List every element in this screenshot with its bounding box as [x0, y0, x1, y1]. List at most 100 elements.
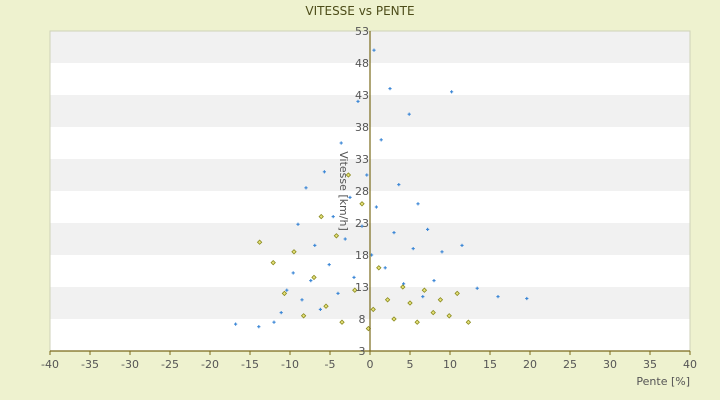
data-point	[397, 183, 401, 187]
data-point	[333, 233, 340, 239]
data-points	[234, 48, 529, 332]
y-axis-title: Vitesse [km/h]	[337, 151, 350, 231]
data-point	[348, 195, 352, 199]
data-point	[426, 227, 430, 231]
x-axis-title: Pente [%]	[636, 375, 690, 388]
data-point	[296, 222, 300, 226]
data-point	[281, 290, 288, 297]
data-point	[331, 215, 335, 219]
data-point	[352, 275, 356, 279]
data-point	[446, 313, 452, 319]
x-tick-label: -10	[281, 358, 299, 371]
data-point	[300, 313, 307, 319]
data-point	[372, 48, 376, 52]
data-point	[391, 316, 397, 322]
data-point	[383, 266, 387, 270]
y-tick-label: 33	[355, 153, 369, 166]
data-point	[402, 282, 406, 286]
data-point	[407, 300, 413, 306]
data-point	[440, 250, 444, 254]
x-tick-label: -30	[121, 358, 139, 371]
data-point	[345, 172, 352, 178]
x-tick-label: -25	[161, 358, 179, 371]
data-point	[454, 290, 460, 297]
x-tick-label: -20	[201, 358, 219, 371]
data-point	[525, 296, 529, 301]
data-point	[460, 243, 464, 247]
x-tick-label: 0	[367, 358, 374, 371]
data-point	[414, 319, 420, 325]
y-tick-label: 3	[359, 345, 366, 358]
data-point	[291, 271, 295, 275]
data-point	[323, 303, 329, 309]
data-point	[279, 311, 283, 315]
data-point	[365, 173, 369, 177]
x-tick-label: -35	[81, 358, 99, 371]
y-tick-label: 28	[355, 185, 369, 198]
data-point	[291, 249, 297, 255]
data-point	[343, 237, 347, 241]
y-tick-label: 18	[355, 249, 369, 262]
data-point	[370, 306, 376, 313]
data-point	[339, 141, 343, 145]
data-point	[407, 112, 411, 116]
data-point	[450, 90, 454, 94]
x-tick-label: -40	[41, 358, 59, 371]
x-tick-label: 5	[407, 358, 414, 371]
data-point	[411, 247, 415, 251]
data-point	[376, 265, 382, 271]
data-point	[421, 287, 428, 293]
x-tick-label: 40	[683, 358, 697, 371]
data-point	[257, 325, 261, 329]
data-point	[437, 297, 444, 303]
y-tick-label: 13	[355, 281, 369, 294]
y-tick-label: 53	[355, 25, 369, 38]
data-point	[339, 319, 345, 325]
x-tick-label: 15	[483, 358, 497, 371]
data-point	[270, 259, 276, 266]
data-point	[360, 224, 364, 228]
data-point	[336, 291, 340, 295]
data-point	[388, 87, 392, 91]
data-point	[392, 231, 396, 235]
y-tick-label: 38	[355, 121, 369, 134]
data-point	[322, 170, 326, 174]
x-tick-label: 35	[643, 358, 657, 371]
data-point	[379, 138, 383, 142]
data-point	[496, 295, 500, 299]
y-tick-label: 8	[359, 313, 366, 326]
data-point	[313, 243, 317, 247]
data-point	[430, 309, 436, 316]
data-point	[309, 279, 313, 283]
data-point	[374, 205, 378, 209]
y-tick-label: 43	[355, 89, 369, 102]
data-point	[352, 287, 358, 293]
chart-title: VITESSE vs PENTE	[305, 4, 414, 18]
data-point	[359, 201, 365, 207]
x-tick-label: -5	[325, 358, 336, 371]
data-point	[432, 279, 436, 283]
data-point	[416, 202, 420, 206]
y-tick-label: 48	[355, 57, 369, 70]
data-point	[256, 239, 263, 245]
x-tick-label: 10	[443, 358, 457, 371]
data-point	[318, 213, 324, 220]
data-point	[400, 284, 406, 290]
data-point	[465, 319, 472, 325]
data-point	[300, 298, 304, 302]
data-point	[304, 186, 308, 190]
x-tick-label: 30	[603, 358, 617, 371]
x-tick-label: 25	[563, 358, 577, 371]
x-tick-label: 20	[523, 358, 537, 371]
data-point	[311, 274, 317, 281]
x-axis-ticks: -40 -35 -30 -25 -20 -15 -10 -5 0 5 10 15 20 25 30 35 40	[41, 351, 697, 371]
data-point	[384, 297, 391, 303]
data-point	[234, 322, 238, 326]
data-point	[421, 295, 425, 299]
data-point	[285, 288, 289, 292]
data-point	[356, 99, 360, 103]
data-point	[327, 263, 331, 267]
